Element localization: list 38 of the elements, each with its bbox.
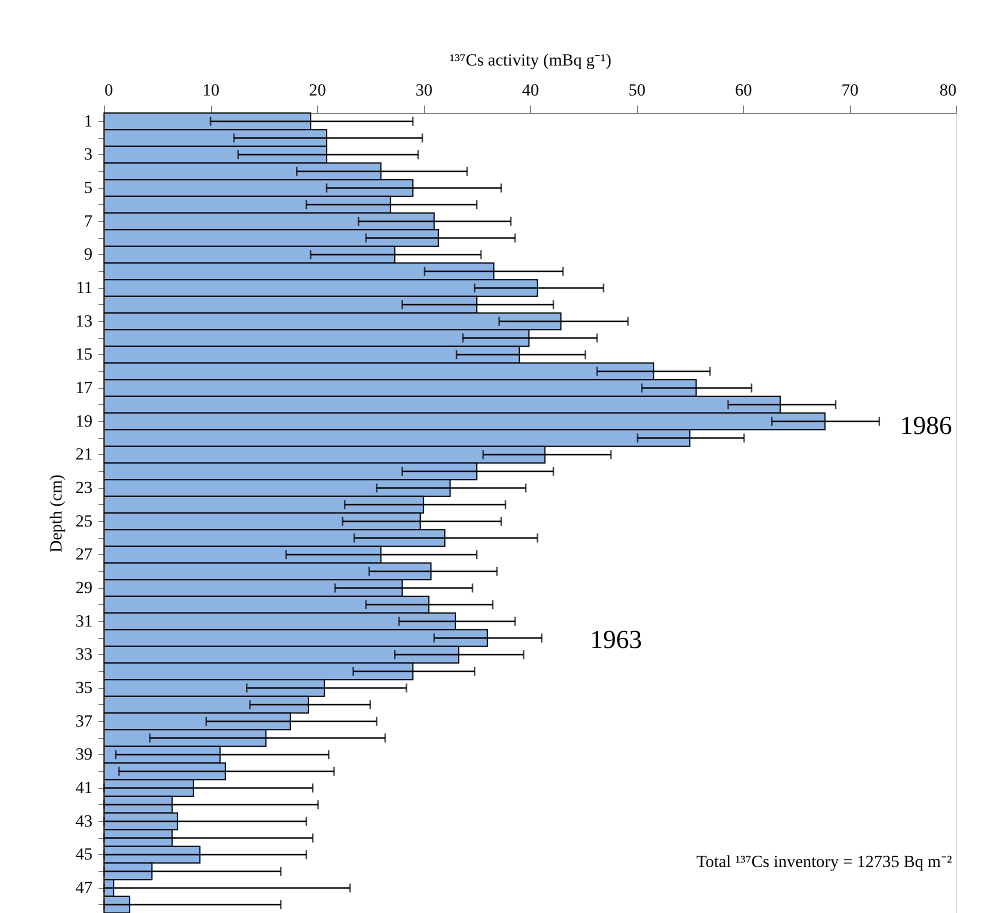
y-tick-label: 37	[76, 711, 93, 730]
x-axis-title: ¹³⁷Cs activity (mBq g⁻¹)	[450, 50, 612, 70]
x-tick-label: 20	[309, 80, 326, 100]
y-tick-label: 29	[76, 578, 92, 597]
x-tick-label: 40	[522, 80, 539, 100]
y-tick-label: 11	[76, 278, 92, 297]
y-tick-label: 13	[76, 311, 92, 330]
y-tick-label: 5	[84, 178, 92, 197]
y-tick-label: 47	[76, 878, 93, 897]
y-tick-label: 7	[84, 211, 93, 230]
x-tick-label: 0	[104, 80, 113, 100]
y-tick-label: 19	[76, 411, 92, 430]
x-tick-label: 60	[735, 80, 752, 100]
y-tick-label: 39	[76, 744, 92, 764]
y-tick-label: 25	[76, 511, 92, 530]
y-axis-title: Depth (cm)	[46, 474, 66, 552]
annotation: 1986	[900, 411, 952, 440]
y-tick-label: 31	[76, 611, 92, 630]
y-tick-label: 3	[84, 144, 92, 164]
y-tick-label: 33	[76, 644, 92, 664]
x-tick-label: 80	[940, 80, 956, 100]
y-tick-label: 21	[76, 444, 92, 464]
y-tick-label: 9	[84, 244, 92, 264]
y-tick-label: 35	[76, 678, 92, 697]
y-tick-label: 41	[76, 778, 92, 797]
y-tick-label: 43	[76, 811, 92, 830]
y-tick-label: 23	[76, 478, 92, 497]
x-tick-label: 70	[842, 80, 858, 100]
y-tick-label: 17	[76, 378, 93, 397]
y-tick-label: 1	[84, 111, 92, 130]
annotation: 1963	[590, 625, 642, 654]
x-tick-label: 30	[416, 80, 432, 100]
y-tick-label: 45	[76, 844, 92, 864]
x-tick-label: 10	[202, 80, 220, 100]
x-tick-label: 50	[628, 80, 646, 100]
y-tick-label: 15	[76, 344, 92, 364]
annotation: Total ¹³⁷Cs inventory = 12735 Bq m⁻²	[696, 852, 952, 871]
y-tick-label: 27	[76, 544, 93, 564]
